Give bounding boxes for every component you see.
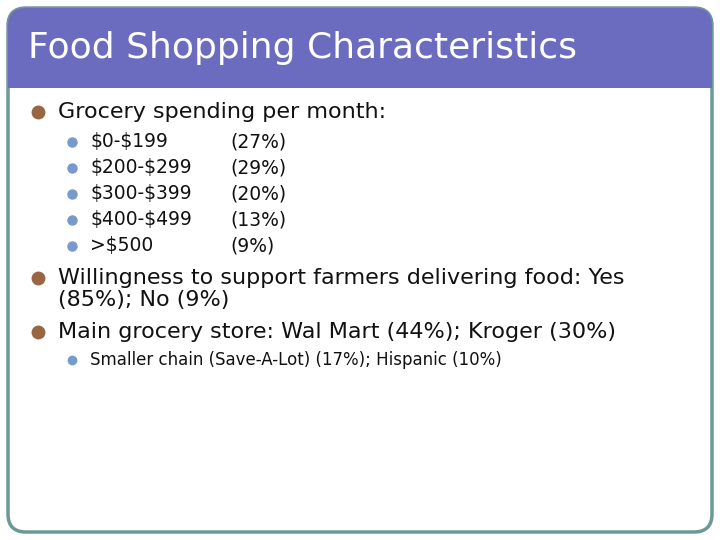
Text: \$0-\$199: \$0-\$199 [90,132,168,152]
Text: Food Shopping Characteristics: Food Shopping Characteristics [28,31,577,65]
Text: Grocery spending per month:: Grocery spending per month: [58,102,386,122]
Text: Main grocery store: Wal Mart (44%); Kroger (30%): Main grocery store: Wal Mart (44%); Krog… [58,322,616,342]
Text: (27%): (27%) [230,132,286,152]
Text: \$200-\$299: \$200-\$299 [90,159,192,178]
FancyBboxPatch shape [8,8,712,532]
Text: Smaller chain (Save-A-Lot) (17%); Hispanic (10%): Smaller chain (Save-A-Lot) (17%); Hispan… [90,351,502,369]
Text: >\$500: >\$500 [90,237,153,255]
Text: (13%): (13%) [230,211,286,229]
Text: (85%); No (9%): (85%); No (9%) [58,290,230,310]
Text: (20%): (20%) [230,185,286,204]
Text: \$400-\$499: \$400-\$499 [90,211,192,229]
FancyBboxPatch shape [8,8,712,88]
Bar [8,70,712,88]
Text: (29%): (29%) [230,159,286,178]
Text: Willingness to support farmers delivering food: Yes: Willingness to support farmers deliverin… [58,268,624,288]
Text: (9%): (9%) [230,237,274,255]
Text: \$300-\$399: \$300-\$399 [90,185,192,204]
